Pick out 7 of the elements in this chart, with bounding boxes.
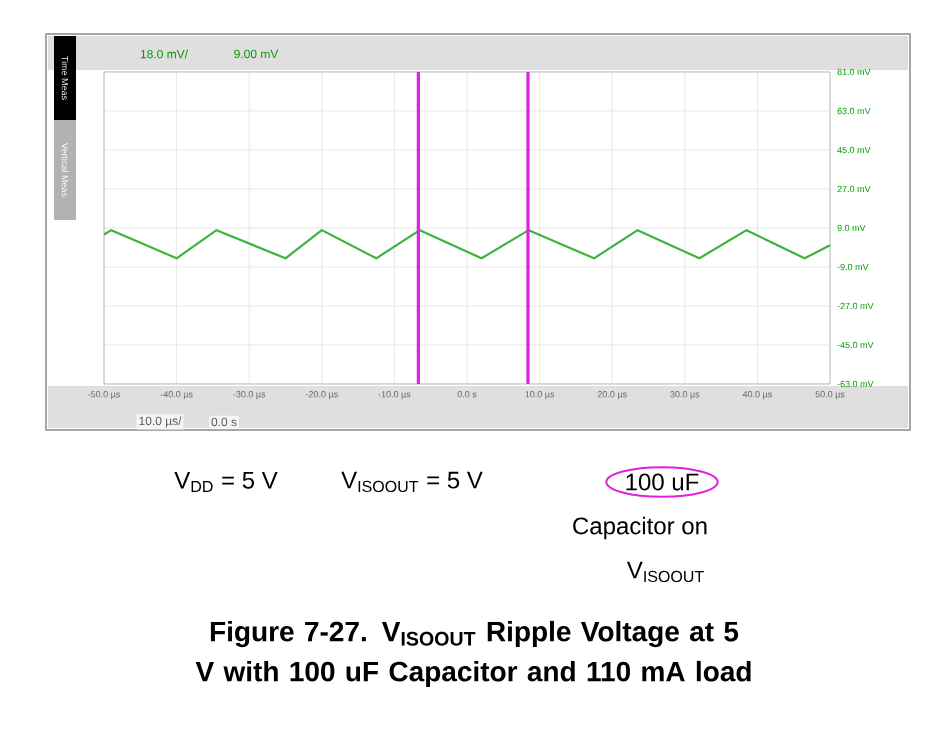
text: V$_{ISOOUT}$ = 5 V (341, 471, 483, 493)
text: V$_{DD}$ = 5 V (174, 471, 278, 493)
text: V$_{ISOOUT}$ (626, 561, 704, 583)
text: 100 uF (626, 473, 699, 491)
text: Capacitor on (573, 516, 707, 540)
line-series (102, 229, 832, 260)
text: Figure 7-27. V$_{ISOOUT}$ Ripple Voltage at 5 V with 100 uF Capacitor and 110 mA load (195, 620, 751, 688)
